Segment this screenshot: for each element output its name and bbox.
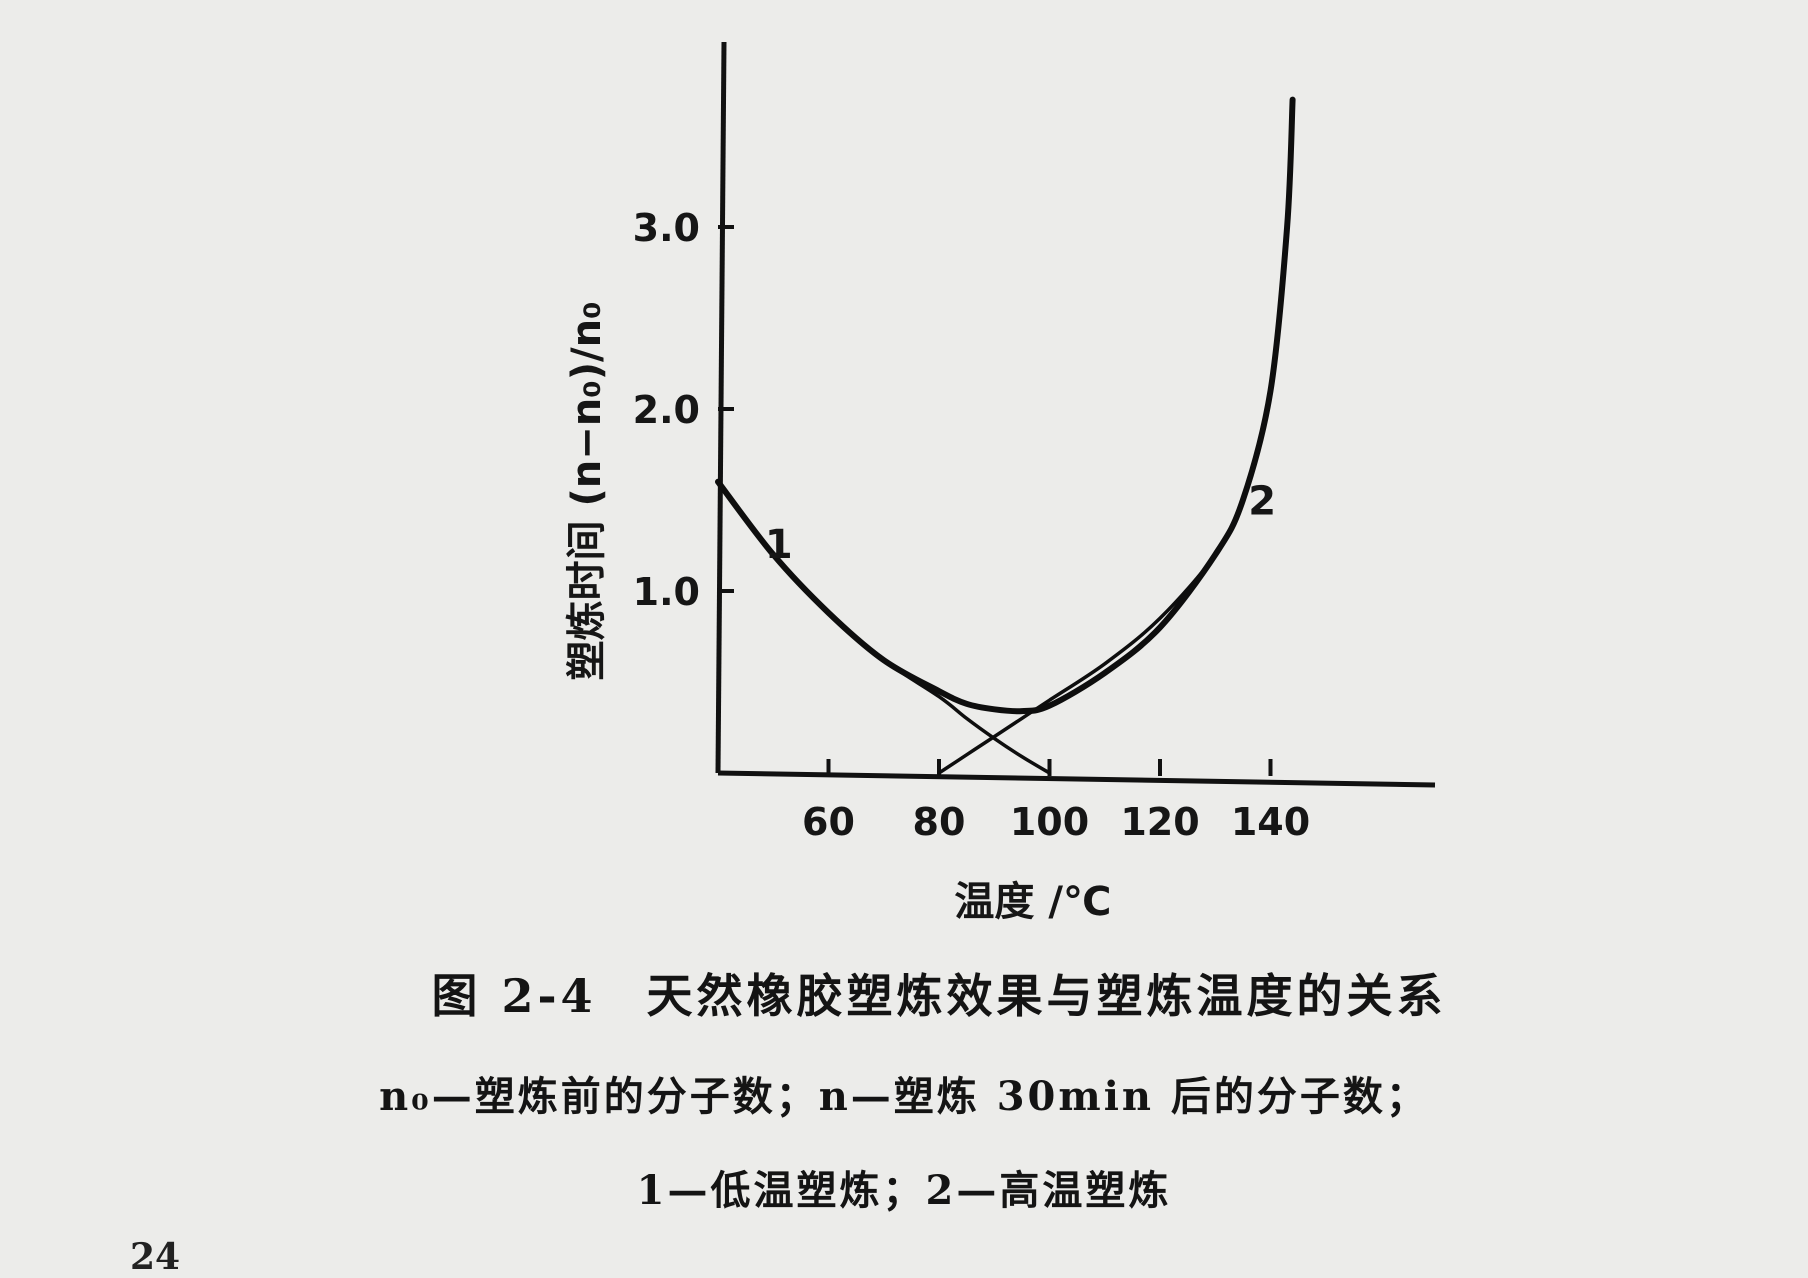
curve-2 bbox=[937, 97, 1295, 775]
figure-caption: 图 2-4 天然橡胶塑炼效果与塑炼温度的关系 n₀—塑炼前的分子数；n—塑炼 3… bbox=[0, 960, 1808, 1216]
x-tick-label-140: 140 bbox=[1231, 800, 1310, 844]
caption-title: 图 2-4 天然橡胶塑炼效果与塑炼温度的关系 bbox=[431, 969, 1447, 1023]
ticks: 60 80 100 120 140 1.0 2.0 3.0 bbox=[633, 206, 1310, 844]
y-tick-label-3: 3.0 bbox=[633, 206, 700, 250]
y-tick-label-1: 1.0 bbox=[633, 570, 700, 614]
curve-combined bbox=[715, 96, 1296, 715]
caption-line-2: 1—低温塑炼；2—高温塑炼 bbox=[636, 1167, 1172, 1214]
x-tick-label-100: 100 bbox=[1010, 800, 1089, 844]
x-tick-label-60: 60 bbox=[802, 800, 855, 844]
x-axis-line bbox=[717, 770, 1436, 788]
curve-label-1: 1 bbox=[765, 522, 793, 568]
axes bbox=[715, 41, 1436, 788]
x-tick-label-80: 80 bbox=[913, 800, 966, 844]
y-tick-label-2: 2.0 bbox=[633, 388, 700, 432]
labels: 1 2 温度 /℃ 塑炼时间 (n−n₀)/n₀ bbox=[564, 301, 1276, 925]
x-tick-label-120: 120 bbox=[1120, 800, 1199, 844]
curve-label-2: 2 bbox=[1248, 479, 1276, 525]
caption-line-1: n₀—塑炼前的分子数；n—塑炼 30min 后的分子数； bbox=[379, 1073, 1429, 1120]
curves bbox=[715, 96, 1296, 775]
y-axis-title: 塑炼时间 (n−n₀)/n₀ bbox=[564, 301, 610, 680]
x-axis-title: 温度 /℃ bbox=[954, 879, 1111, 925]
page-number: 24 bbox=[130, 1236, 181, 1278]
